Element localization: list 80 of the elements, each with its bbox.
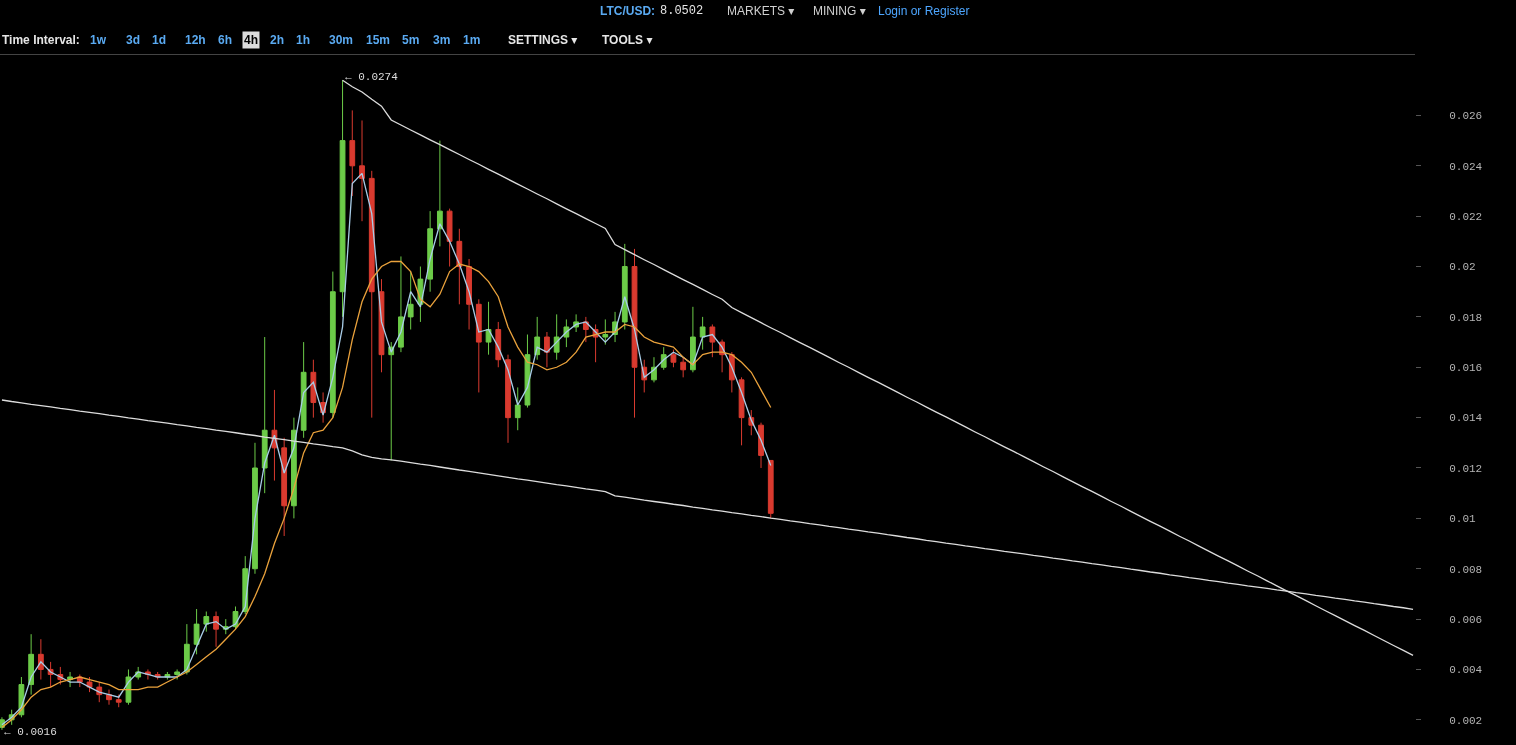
text: 8.0502 <box>660 4 704 18</box>
y-tick-label: 0.012 <box>1449 462 1483 475</box>
candlestick <box>310 359 317 419</box>
text: 1h <box>296 33 311 47</box>
candlestick <box>203 611 210 633</box>
line-series <box>1 172 772 726</box>
candlestick <box>631 248 638 419</box>
text: LTC/USD: <box>600 4 656 18</box>
text: SETTINGS ▾ <box>508 33 578 47</box>
candlestick <box>514 386 521 431</box>
candlestick <box>602 318 609 346</box>
candlestick <box>339 79 346 318</box>
candlestick <box>495 321 502 368</box>
y-tick-label: 0.02 <box>1449 261 1476 274</box>
text: Login or Register <box>878 4 970 18</box>
candlestick <box>475 298 482 393</box>
y-tick-label: 0.016 <box>1449 362 1483 375</box>
candlestick <box>106 689 112 706</box>
candlestick <box>456 228 463 305</box>
candlestick <box>436 140 443 247</box>
candlestick <box>398 255 404 353</box>
candlestick <box>281 437 288 537</box>
y-tick-label: 0.002 <box>1449 714 1483 727</box>
candlestick <box>349 109 356 197</box>
text: MINING ▾ <box>813 4 866 18</box>
y-tick-label: 0.004 <box>1449 664 1483 677</box>
text: 1w <box>90 33 107 47</box>
text: 15m <box>366 33 391 47</box>
candlestick <box>28 633 35 696</box>
y-tick-label: 0.018 <box>1449 311 1483 324</box>
candlestick <box>699 316 706 351</box>
candlestick <box>252 442 258 575</box>
candlestick <box>621 243 628 330</box>
text: 12h <box>185 33 206 47</box>
y-tick-label: 0.022 <box>1449 211 1483 224</box>
candlestick <box>193 608 200 655</box>
y-tick-label: 0.006 <box>1449 613 1483 626</box>
y-tick-label: 0.014 <box>1449 412 1483 425</box>
candlestick <box>758 422 764 469</box>
candlestick <box>213 611 219 648</box>
text: 1d <box>152 33 167 47</box>
text: 5m <box>402 33 420 47</box>
candlestick <box>115 694 122 708</box>
annotation: ← 0.0016 <box>4 726 57 738</box>
candlestick <box>505 354 511 444</box>
candlestick <box>767 459 774 519</box>
candlestick <box>300 341 307 439</box>
text: 30m <box>329 33 354 47</box>
candlestick <box>680 356 687 378</box>
text: 3m <box>433 33 451 47</box>
candlestick <box>183 623 190 675</box>
candlestick <box>368 170 375 419</box>
annotation: ← 0.0274 <box>345 71 399 83</box>
candlestick <box>329 271 336 419</box>
candlestick <box>174 668 180 681</box>
candlestick <box>670 349 677 368</box>
candlestick <box>544 331 550 368</box>
candlestick <box>738 376 745 446</box>
candlestick <box>553 313 560 361</box>
line-series <box>1 260 772 729</box>
text: 3d <box>126 33 141 47</box>
text: TOOLS ▾ <box>602 33 653 47</box>
candlestick <box>485 301 492 356</box>
candlestick <box>690 306 696 373</box>
text: 6h <box>218 33 233 47</box>
y-tick-label: 0.026 <box>1449 110 1483 123</box>
candlestick <box>407 271 414 330</box>
y-tick-label: 0.01 <box>1449 513 1476 526</box>
candlestick <box>427 210 434 293</box>
candlestick <box>446 208 453 268</box>
candlestick <box>86 676 93 693</box>
candlestick <box>261 336 268 494</box>
candlestick <box>388 341 395 461</box>
text: 2h <box>270 33 285 47</box>
y-tick-label: 0.024 <box>1449 160 1483 173</box>
text: 4h <box>244 33 259 47</box>
text: MARKETS ▾ <box>727 4 795 18</box>
text: Time Interval: <box>2 33 80 47</box>
text: 1m <box>463 33 481 47</box>
y-tick-label: 0.008 <box>1449 563 1483 576</box>
